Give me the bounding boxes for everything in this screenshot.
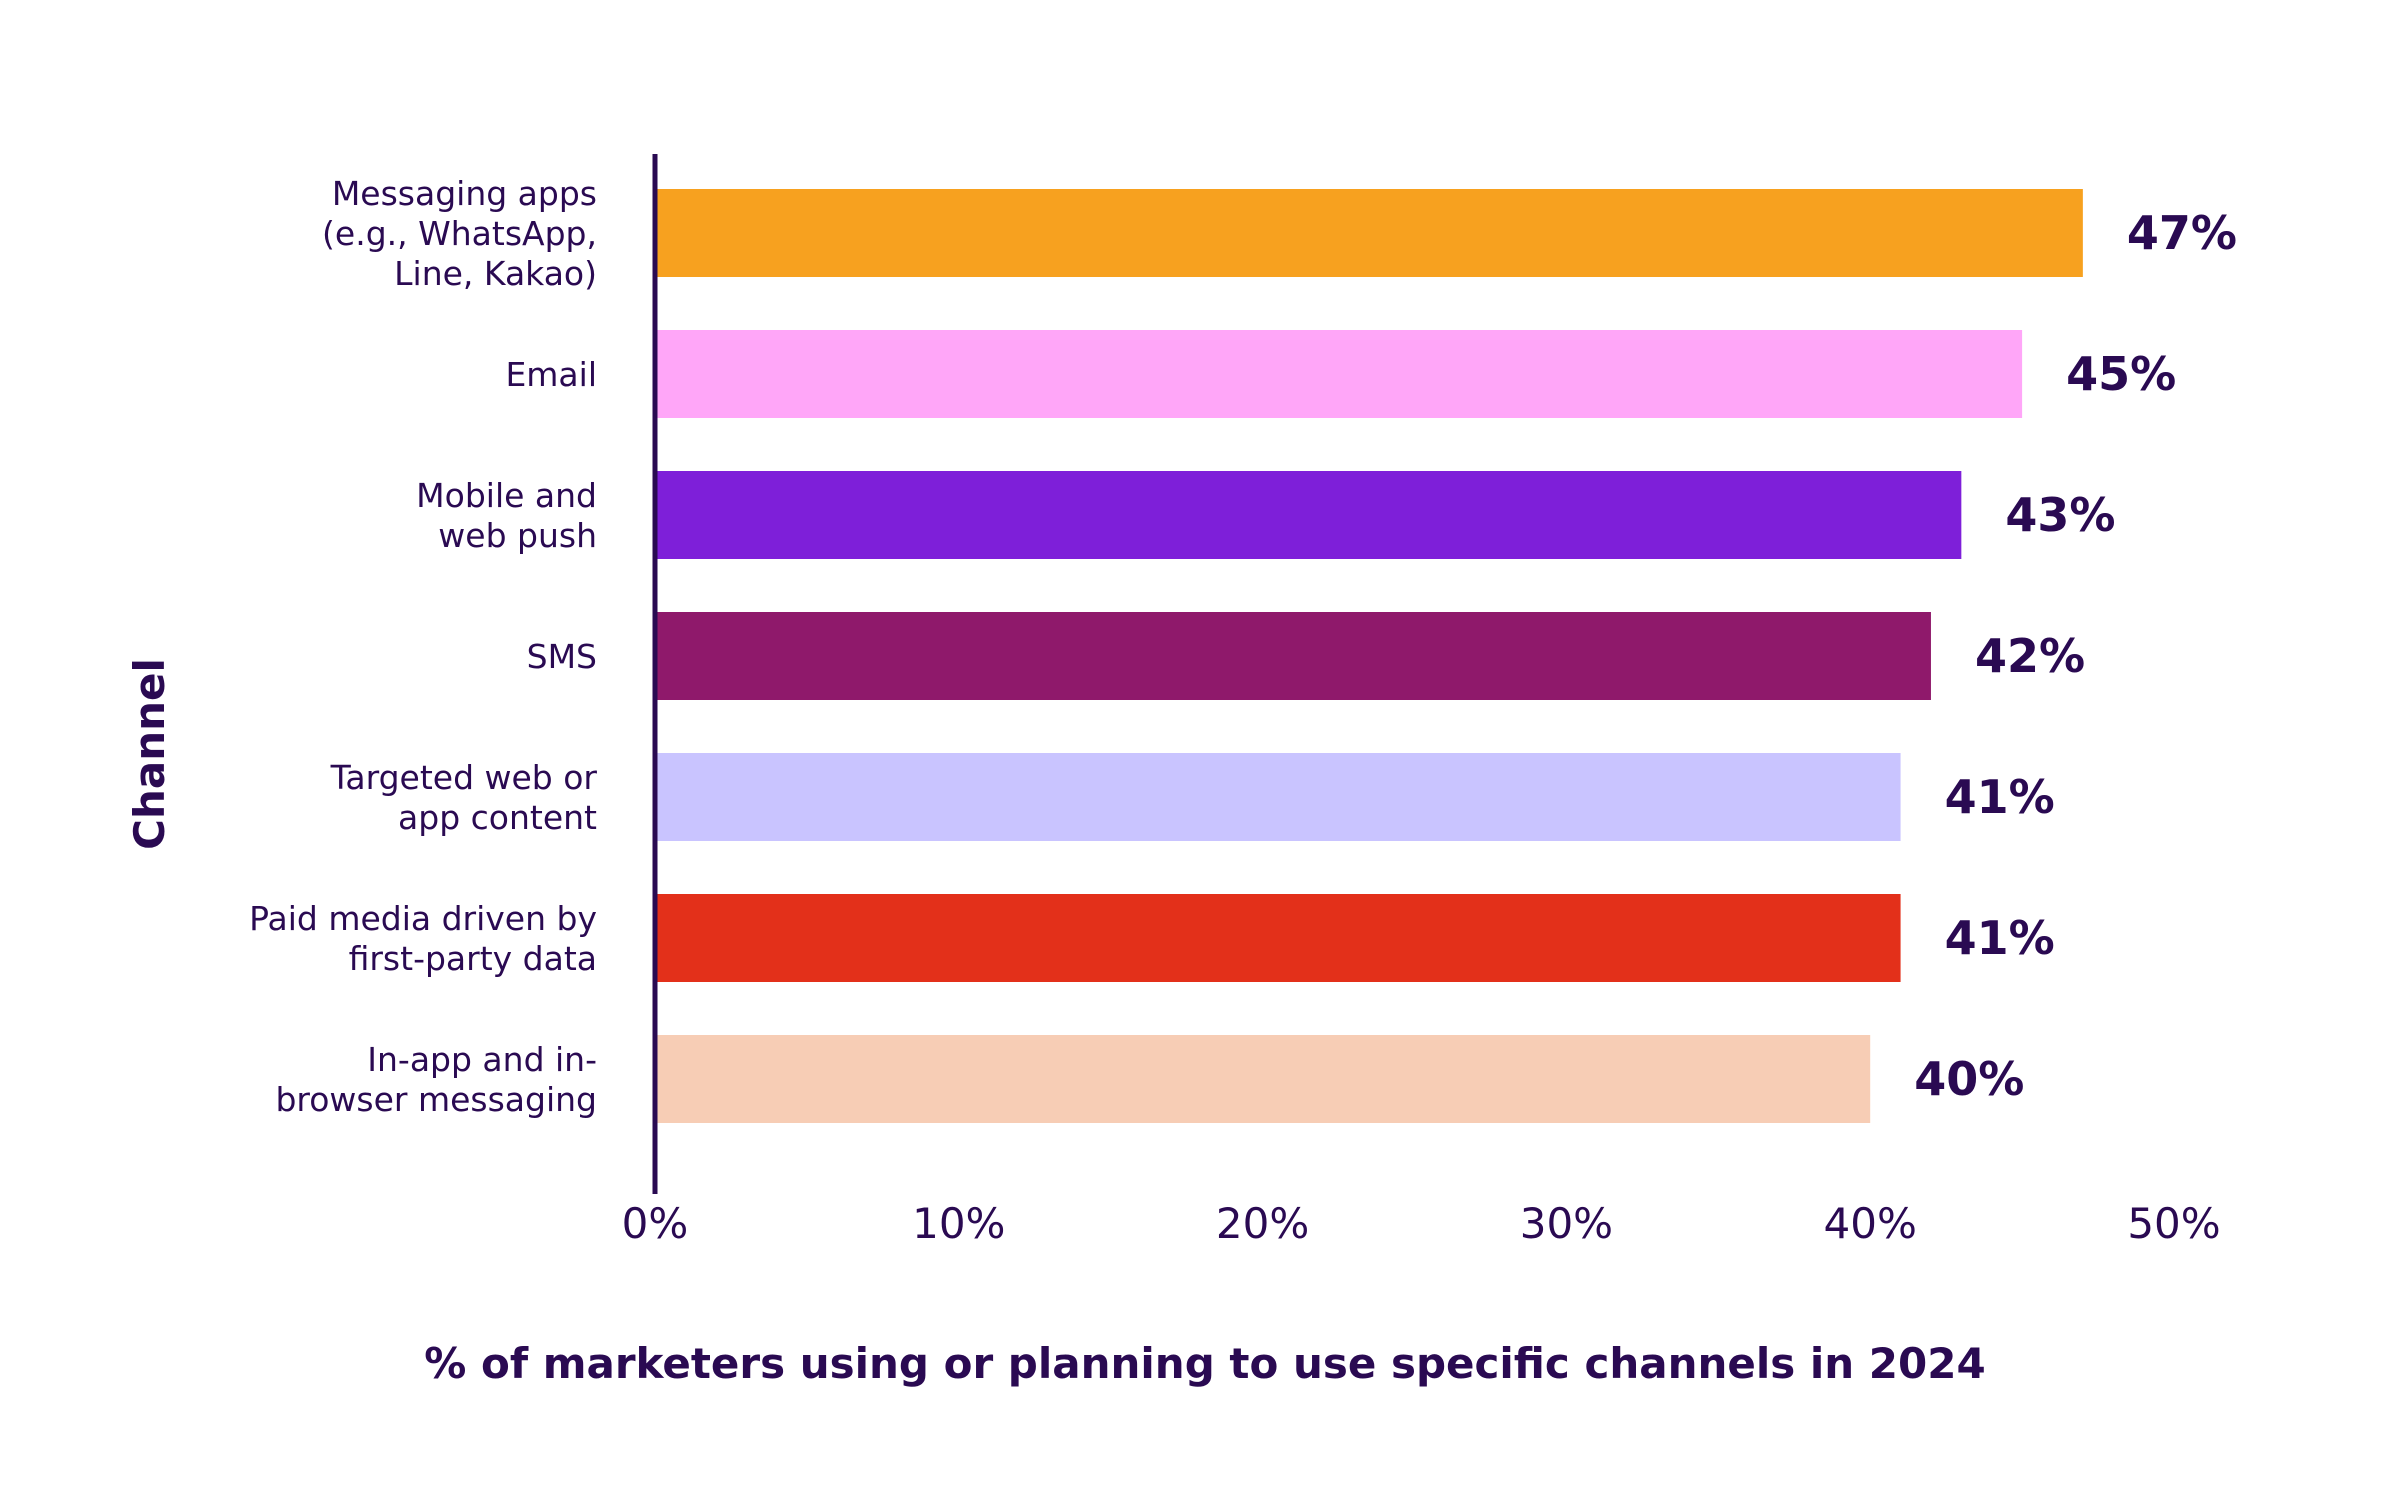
- x-tick-label: 50%: [2127, 1199, 2220, 1248]
- bar: [655, 189, 2083, 277]
- value-label: 42%: [1975, 629, 2085, 683]
- category-label: Paid media driven by first-party data: [249, 899, 597, 978]
- category-label-line: first-party data: [349, 939, 597, 978]
- bar: [655, 612, 1931, 700]
- category-label-line: (e.g., WhatsApp,: [322, 214, 597, 253]
- x-axis-title: % of marketers using or planning to use …: [424, 1339, 1985, 1388]
- value-label: 43%: [2005, 488, 2115, 542]
- category-label: SMS: [527, 637, 597, 676]
- x-tick-label: 10%: [912, 1199, 1005, 1248]
- x-tick-label: 30%: [1520, 1199, 1613, 1248]
- category-label-line: browser messaging: [275, 1080, 597, 1119]
- bar: [655, 894, 1901, 982]
- value-label: 40%: [1914, 1052, 2024, 1106]
- bar: [655, 1035, 1871, 1123]
- value-label: 45%: [2066, 347, 2176, 401]
- category-label-line: Targeted web or: [330, 758, 598, 797]
- category-label-line: SMS: [527, 637, 597, 676]
- category-label-line: Email: [505, 355, 597, 394]
- category-label-line: web push: [438, 516, 597, 555]
- category-label-line: Messaging apps: [332, 174, 597, 213]
- category-label: Email: [505, 355, 597, 394]
- value-label: 41%: [1945, 770, 2055, 824]
- category-label-line: Mobile and: [416, 476, 597, 515]
- x-tick-label: 40%: [1824, 1199, 1917, 1248]
- category-label: Messaging apps (e.g., WhatsApp, Line, Kaka…: [322, 174, 597, 293]
- category-label-line: Paid media driven by: [249, 899, 597, 938]
- value-label: 47%: [2127, 206, 2237, 260]
- x-tick-label: 20%: [1216, 1199, 1309, 1248]
- category-label-line: Line, Kakao): [394, 254, 597, 293]
- bar: [655, 330, 2023, 418]
- value-label: 41%: [1945, 911, 2055, 965]
- category-label-line: In-app and in-: [367, 1040, 597, 1079]
- bar: [655, 753, 1901, 841]
- category-label: Mobile and web push: [416, 476, 597, 555]
- category-label: Targeted web or app content: [330, 758, 598, 837]
- category-label: In-app and in-browser messaging: [275, 1040, 597, 1119]
- bar: [655, 471, 1962, 559]
- y-axis-title: Channel: [125, 658, 174, 850]
- x-tick-label: 0%: [622, 1199, 689, 1248]
- category-label-line: app content: [398, 798, 597, 837]
